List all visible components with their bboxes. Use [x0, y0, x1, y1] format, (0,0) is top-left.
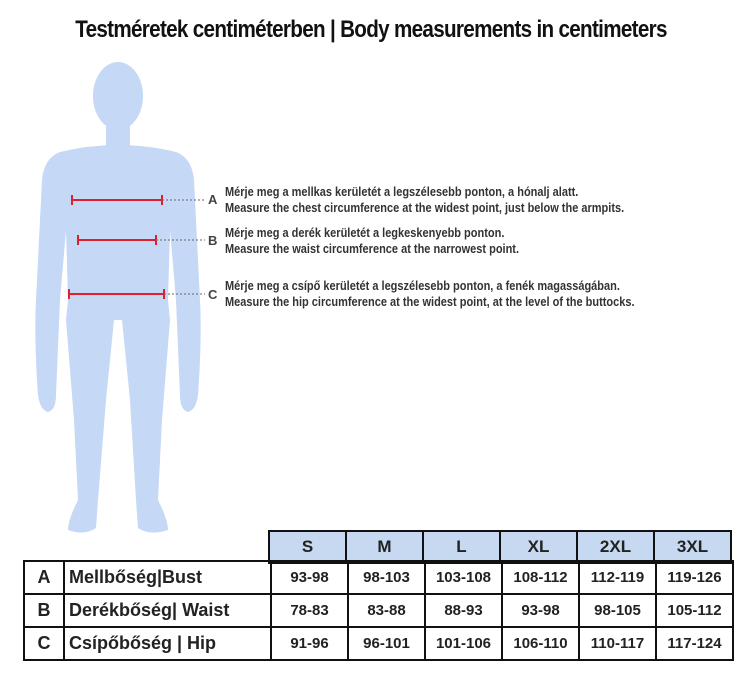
row-label: Derékbőség| Waist	[63, 593, 272, 628]
cell: 101-106	[424, 626, 503, 661]
cell: 91-96	[270, 626, 349, 661]
cell: 110-117	[578, 626, 657, 661]
instruction-b-en: Measure the waist circumference at the n…	[225, 242, 520, 256]
table-row: A Mellbőség|Bust 93-98 98-103 103-108 10…	[23, 560, 734, 595]
table-row: C Csípőbőség | Hip 91-96 96-101 101-106 …	[23, 626, 734, 661]
marker-c: C	[208, 287, 218, 302]
cell: 93-98	[501, 593, 580, 628]
size-xl: XL	[499, 530, 578, 564]
marker-a: A	[208, 192, 218, 207]
table-row: B Derékbőség| Waist 78-83 83-88 88-93 93…	[23, 593, 734, 628]
size-3xl: 3XL	[653, 530, 732, 564]
body-figure	[35, 62, 205, 533]
measure-line-c	[68, 289, 205, 299]
instruction-c-hu: Mérje meg a csípő kerületét a legszélese…	[225, 279, 620, 293]
marker-b: B	[208, 233, 218, 248]
size-l: L	[422, 530, 501, 564]
instruction-a: Mérje meg a mellkas kerületét a legszéle…	[225, 184, 624, 216]
row-letter: B	[23, 593, 65, 628]
instruction-b: Mérje meg a derék kerületét a legkeskeny…	[225, 225, 519, 257]
cell: 93-98	[270, 560, 349, 595]
measure-line-b	[77, 235, 205, 245]
size-m: M	[345, 530, 424, 564]
body-silhouette	[35, 62, 201, 533]
instruction-c: Mérje meg a csípő kerületét a legszélese…	[225, 278, 635, 310]
cell: 103-108	[424, 560, 503, 595]
row-label: Csípőbőség | Hip	[63, 626, 272, 661]
cell: 119-126	[655, 560, 734, 595]
row-letter: C	[23, 626, 65, 661]
cell: 98-103	[347, 560, 426, 595]
instruction-a-en: Measure the chest circumference at the w…	[225, 201, 625, 215]
cell: 105-112	[655, 593, 734, 628]
cell: 106-110	[501, 626, 580, 661]
size-header: S M L XL 2XL 3XL	[268, 530, 732, 564]
cell: 108-112	[501, 560, 580, 595]
instruction-a-hu: Mérje meg a mellkas kerületét a legszéle…	[225, 185, 579, 199]
size-s: S	[268, 530, 347, 564]
cell: 88-93	[424, 593, 503, 628]
instruction-b-hu: Mérje meg a derék kerületét a legkeskeny…	[225, 226, 505, 240]
measure-line-a	[71, 195, 205, 205]
cell: 112-119	[578, 560, 657, 595]
cell: 96-101	[347, 626, 426, 661]
instruction-c-en: Measure the hip circumference at the wid…	[225, 295, 635, 309]
page-title: Testméretek centiméterben | Body measure…	[75, 16, 667, 43]
size-2xl: 2XL	[576, 530, 655, 564]
cell: 117-124	[655, 626, 734, 661]
row-label: Mellbőség|Bust	[63, 560, 272, 595]
cell: 78-83	[270, 593, 349, 628]
cell: 98-105	[578, 593, 657, 628]
row-letter: A	[23, 560, 65, 595]
cell: 83-88	[347, 593, 426, 628]
size-table: A Mellbőség|Bust 93-98 98-103 103-108 10…	[23, 560, 734, 661]
